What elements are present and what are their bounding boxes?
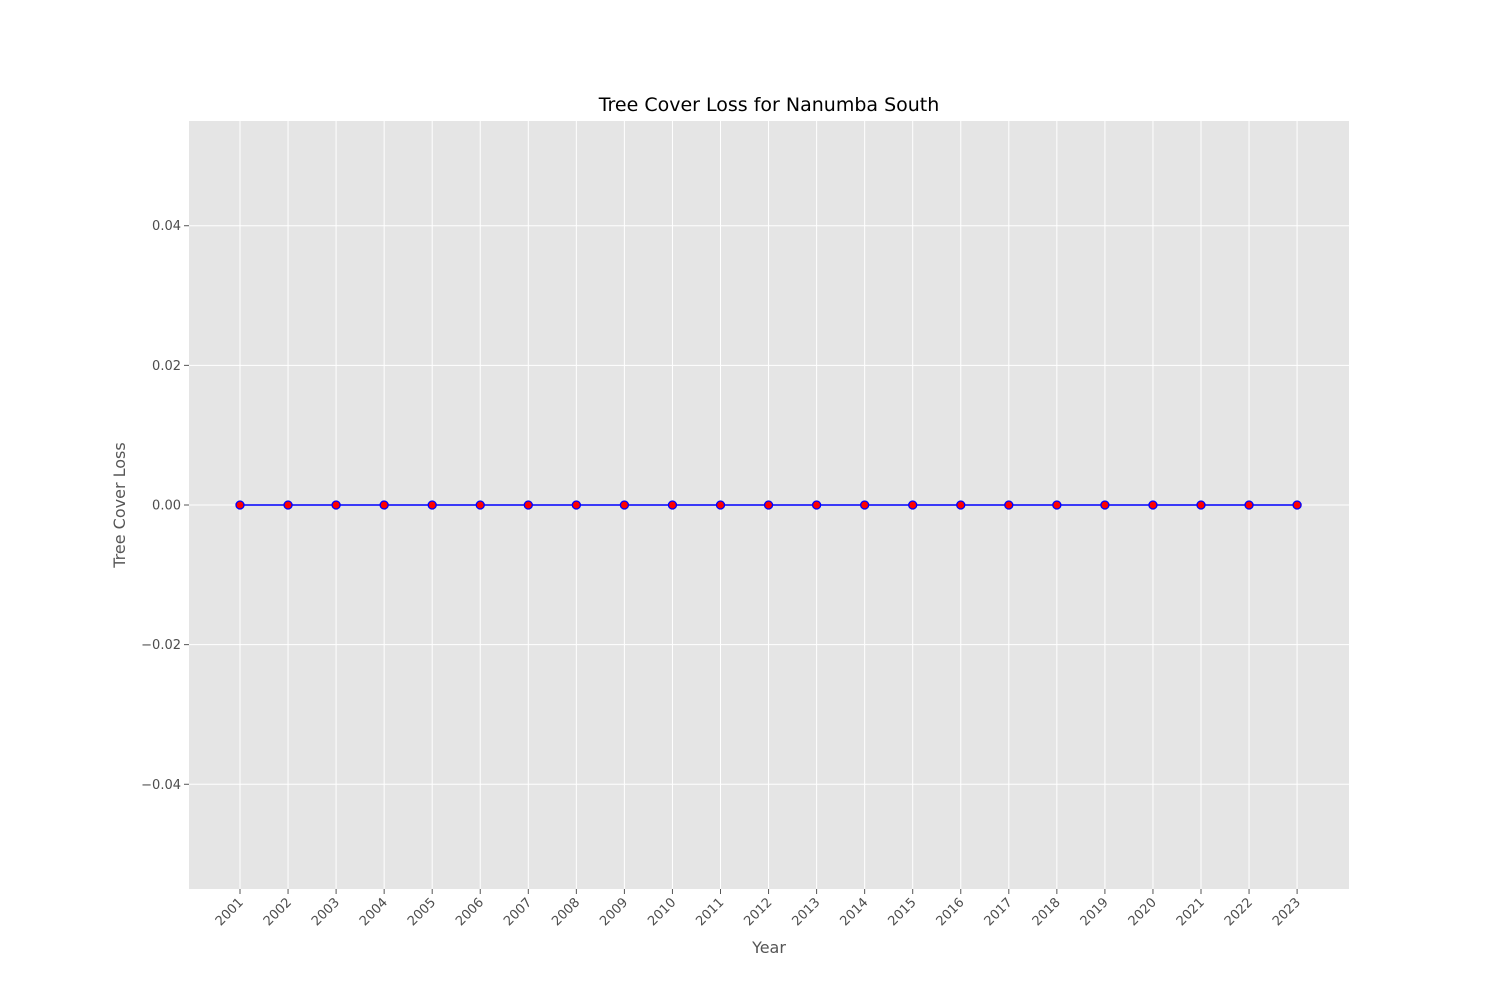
data-point bbox=[763, 500, 774, 510]
data-point bbox=[1244, 500, 1254, 510]
x-tick-label: 2001 bbox=[213, 895, 247, 929]
data-point bbox=[619, 500, 630, 510]
y-axis-label: Tree Cover Loss bbox=[110, 442, 129, 568]
data-point bbox=[427, 500, 437, 510]
data-point bbox=[1004, 500, 1014, 510]
x-tick-label: 2019 bbox=[1078, 895, 1112, 929]
x-tick-label: 2012 bbox=[741, 895, 775, 929]
data-point bbox=[908, 500, 918, 510]
data-point bbox=[715, 500, 726, 510]
y-tick-label: 0.04 bbox=[152, 219, 181, 234]
y-tick-label: 0.02 bbox=[152, 359, 181, 374]
x-tick-label: 2015 bbox=[886, 895, 920, 929]
data-point bbox=[1196, 500, 1206, 510]
y-tick-label: −0.02 bbox=[141, 638, 181, 653]
x-tick-labels: 2001 2002 2003 2004 2005 2006 2007 2008 2009 2010… bbox=[213, 889, 1304, 929]
data-point bbox=[571, 500, 581, 510]
x-tick-label: 2003 bbox=[309, 895, 343, 929]
x-tick-label: 2002 bbox=[261, 895, 295, 929]
x-tick-label: 2016 bbox=[934, 895, 968, 929]
data-point bbox=[331, 500, 341, 510]
data-point bbox=[523, 500, 533, 510]
data-point bbox=[1052, 500, 1062, 510]
data-point bbox=[1148, 500, 1158, 510]
data-point bbox=[475, 500, 485, 510]
data-point bbox=[667, 500, 678, 510]
x-tick-label: 2009 bbox=[597, 895, 631, 929]
x-tick-label: 2010 bbox=[645, 895, 679, 929]
x-tick-label: 2014 bbox=[837, 895, 871, 929]
y-tick-label: 0.00 bbox=[152, 499, 181, 514]
series-layer bbox=[235, 500, 1302, 510]
y-tick-label: −0.04 bbox=[141, 778, 181, 793]
data-point bbox=[1292, 500, 1302, 510]
data-point bbox=[379, 500, 389, 510]
x-axis-label: Year bbox=[751, 938, 786, 957]
x-tick-label: 2018 bbox=[1030, 895, 1064, 929]
x-tick-label: 2020 bbox=[1126, 895, 1160, 929]
data-point bbox=[283, 500, 293, 510]
x-tick-label: 2006 bbox=[453, 895, 487, 929]
x-tick-label: 2011 bbox=[693, 895, 727, 929]
y-tick-labels: −0.04 −0.02 0.00 0.02 0.04 bbox=[141, 219, 189, 793]
data-point bbox=[956, 500, 966, 510]
x-tick-label: 2008 bbox=[549, 895, 583, 929]
data-point bbox=[860, 500, 870, 510]
x-tick-label: 2022 bbox=[1222, 895, 1256, 929]
chart-title: Tree Cover Loss for Nanumba South bbox=[598, 94, 940, 116]
x-tick-label: 2021 bbox=[1174, 895, 1208, 929]
x-tick-label: 2007 bbox=[501, 895, 535, 929]
data-point bbox=[811, 500, 822, 510]
x-tick-label: 2023 bbox=[1270, 895, 1304, 929]
x-tick-label: 2013 bbox=[789, 895, 823, 929]
x-tick-label: 2004 bbox=[357, 895, 391, 929]
x-tick-label: 2005 bbox=[405, 895, 439, 929]
data-point bbox=[1100, 500, 1110, 510]
x-tick-label: 2017 bbox=[982, 895, 1016, 929]
data-point bbox=[235, 500, 245, 510]
